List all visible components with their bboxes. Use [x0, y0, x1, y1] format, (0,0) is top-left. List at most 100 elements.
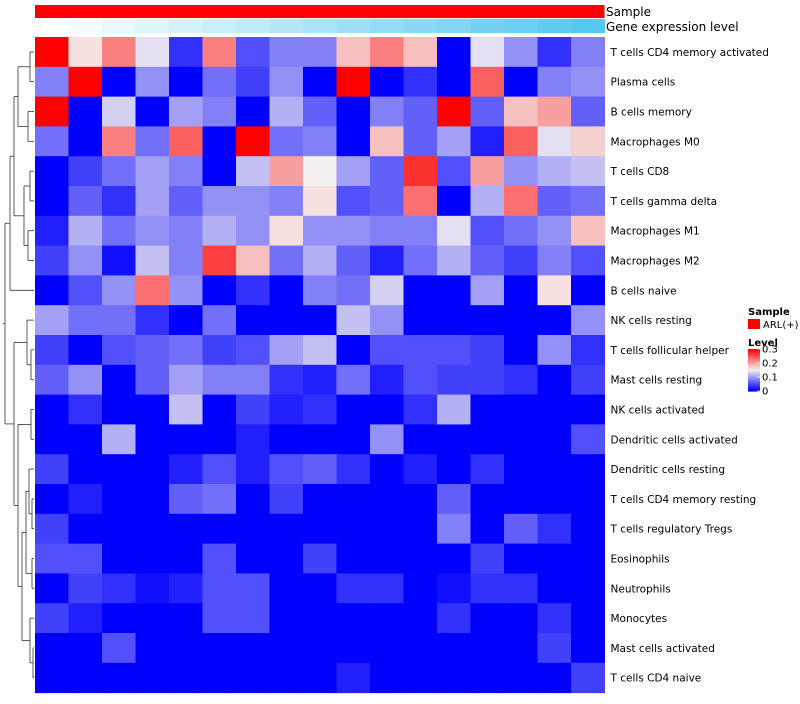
- heatmap-cell: [571, 454, 605, 485]
- heatmap-cell: [169, 603, 203, 634]
- heatmap-cell: [504, 215, 538, 247]
- heatmap-cell: [102, 603, 136, 634]
- legend-level-step: [748, 377, 760, 379]
- heatmap-cell: [269, 66, 304, 98]
- heatmap-cell: [571, 484, 605, 515]
- heatmap-cell: [102, 37, 136, 68]
- row-label: Dendritic cells activated: [611, 434, 738, 446]
- heatmap-cell: [169, 394, 203, 425]
- heatmap-cell: [303, 215, 337, 247]
- heatmap-cell: [68, 454, 103, 485]
- heatmap-cell: [437, 186, 471, 217]
- annotation-gene-cell: [470, 19, 505, 33]
- heatmap-cell: [537, 513, 572, 545]
- heatmap-cell: [470, 484, 505, 515]
- heatmap-cell: [504, 305, 538, 336]
- legend-level-step: [748, 389, 760, 392]
- heatmap-cell: [504, 484, 538, 515]
- row-label: Neutrophils: [611, 583, 671, 595]
- heatmap-cell: [336, 543, 371, 574]
- heatmap-cell: [470, 305, 505, 336]
- heatmap-cell: [68, 37, 103, 68]
- heatmap-cell: [303, 662, 337, 694]
- legend-level-step: [748, 366, 760, 369]
- heatmap-cell: [135, 245, 170, 276]
- row-label: Macrophages M0: [611, 136, 700, 148]
- heatmap-cell: [169, 156, 203, 187]
- heatmap-cell: [68, 603, 103, 634]
- legend-sample-title: Sample: [748, 307, 790, 318]
- heatmap-cell: [403, 573, 438, 604]
- heatmap-cell: [202, 454, 237, 485]
- heatmap-cell: [504, 633, 538, 664]
- heatmap-cell: [236, 543, 270, 574]
- heatmap-cell: [303, 126, 337, 157]
- heatmap-cell: [504, 37, 538, 68]
- heatmap-cell: [537, 454, 572, 485]
- heatmap-cell: [236, 394, 270, 425]
- heatmap-cell: [504, 335, 538, 366]
- heatmap-cell: [504, 394, 538, 425]
- heatmap-cell: [537, 662, 572, 694]
- heatmap-cell: [571, 424, 605, 455]
- heatmap-cell: [102, 305, 136, 336]
- row-dendrogram: [3, 51, 34, 679]
- legend-level-step: [748, 368, 760, 371]
- heatmap-cell: [68, 364, 103, 396]
- heatmap-cell: [370, 573, 404, 604]
- heatmap-cell: [403, 394, 438, 425]
- heatmap-cell: [370, 186, 404, 217]
- heatmap-cell: [68, 126, 103, 157]
- legend-level-step: [748, 373, 760, 375]
- heatmap-cell: [68, 96, 103, 127]
- heatmap-cell: [303, 66, 337, 98]
- heatmap-cell: [236, 245, 270, 276]
- heatmap-cell: [470, 454, 505, 485]
- heatmap-cell: [102, 335, 136, 366]
- annotation-gene-cell: [68, 19, 103, 33]
- heatmap-cell: [35, 37, 69, 68]
- heatmap-cell: [35, 156, 69, 187]
- legend-level-step: [748, 374, 760, 376]
- heatmap-cell: [236, 156, 270, 187]
- heatmap-cell: [303, 454, 337, 485]
- heatmap-cell: [303, 275, 337, 306]
- heatmap-cell: [403, 66, 438, 98]
- heatmap-cell: [403, 126, 438, 157]
- annotation-gene-cell: [537, 19, 572, 33]
- heatmap-cell: [269, 394, 304, 425]
- heatmap-cell: [504, 543, 538, 574]
- heatmap-cell: [236, 66, 270, 98]
- legend-level-step: [748, 383, 760, 386]
- heatmap-cell: [68, 484, 103, 515]
- heatmap-cell: [202, 573, 237, 604]
- heatmap-cell: [370, 633, 404, 664]
- heatmap-cell: [169, 484, 203, 515]
- heatmap-cell: [336, 454, 371, 485]
- row-label: T cells follicular helper: [610, 345, 730, 357]
- heatmap-cell: [571, 186, 605, 217]
- legend-sample-swatch: [748, 319, 760, 329]
- heatmap-cell: [169, 66, 203, 98]
- legend-level-step: [748, 376, 760, 378]
- heatmap-cell: [336, 275, 371, 306]
- heatmap-cell: [437, 662, 471, 694]
- legend-level-step: [748, 354, 760, 356]
- heatmap-cell: [236, 484, 270, 515]
- heatmap-cell: [537, 215, 572, 247]
- heatmap-cell: [202, 394, 237, 425]
- heatmap-cell: [269, 335, 304, 366]
- legend-level-step: [748, 382, 760, 385]
- heatmap-cell: [336, 484, 371, 515]
- heatmap-cell: [135, 215, 170, 247]
- annotation-gene-cell: [102, 19, 136, 33]
- heatmap-cell: [303, 394, 337, 425]
- heatmap-cell: [537, 96, 572, 127]
- heatmap-cell: [537, 126, 572, 157]
- heatmap-cell: [571, 156, 605, 187]
- annotation-gene-cell: [135, 19, 170, 33]
- heatmap-cell: [135, 662, 170, 694]
- heatmap-cell: [202, 156, 237, 187]
- heatmap-cell: [303, 156, 337, 187]
